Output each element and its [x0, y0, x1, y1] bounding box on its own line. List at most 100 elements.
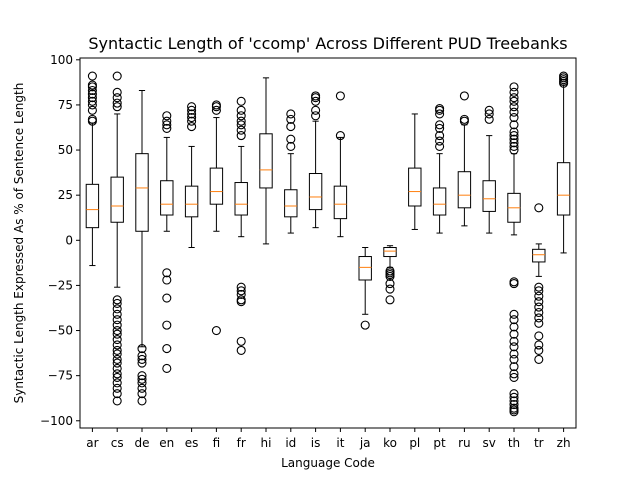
- outlier-point: [162, 363, 172, 373]
- outlier-point: [137, 396, 147, 406]
- x-tick-label: id: [285, 436, 296, 450]
- outlier-point: [187, 109, 197, 119]
- box-id: [284, 109, 298, 234]
- x-tick-label: pl: [409, 436, 420, 450]
- outlier-point: [162, 268, 172, 278]
- outlier-point: [509, 399, 519, 410]
- outlier-point: [509, 329, 519, 339]
- outlier-point: [87, 114, 97, 124]
- outlier-point: [509, 309, 519, 319]
- outlier-point: [534, 282, 544, 292]
- x-tick-label: tr: [534, 436, 544, 450]
- x-tick-label: de: [135, 436, 150, 450]
- outlier-point: [236, 116, 246, 126]
- outlier-point: [534, 307, 544, 318]
- outlier-point: [435, 109, 445, 119]
- outlier-point: [435, 131, 445, 141]
- x-tick-label: pt: [433, 436, 446, 450]
- outlier-point: [236, 96, 246, 106]
- outlier-point: [534, 302, 544, 312]
- outlier-point: [112, 349, 122, 359]
- x-axis-label: Language Code: [281, 456, 375, 470]
- outlier-point: [236, 345, 246, 355]
- y-tick-label: 0: [65, 233, 73, 247]
- outlier-point: [137, 351, 147, 361]
- outlier-point: [435, 103, 445, 114]
- y-tick-label: 100: [50, 53, 73, 67]
- outlier-point: [236, 131, 246, 141]
- outlier-point: [534, 331, 544, 341]
- outlier-point: [236, 120, 246, 130]
- outlier-point: [112, 87, 122, 97]
- outlier-point: [87, 100, 97, 110]
- box-iqr: [482, 180, 496, 212]
- outlier-point: [286, 109, 296, 119]
- y-tick-label: 25: [58, 188, 73, 202]
- outlier-point: [534, 297, 544, 307]
- box-zh: [556, 71, 571, 254]
- box-iqr: [532, 248, 546, 263]
- outlier-point: [87, 93, 97, 103]
- box-cs: [110, 71, 124, 406]
- outlier-point: [534, 354, 544, 364]
- box-iqr: [284, 189, 298, 218]
- box-iqr: [358, 256, 372, 281]
- outlier-point: [137, 378, 147, 388]
- outlier-point: [211, 325, 221, 336]
- box-iqr: [408, 167, 422, 207]
- outlier-point: [112, 340, 122, 350]
- outlier-point: [112, 389, 122, 399]
- box-ja: [358, 247, 372, 330]
- outlier-point: [509, 107, 519, 117]
- x-tick-label: fr: [237, 436, 246, 450]
- outlier-point: [112, 335, 122, 345]
- outlier-point: [534, 313, 544, 323]
- outlier-point: [509, 120, 519, 130]
- outlier-point: [509, 342, 519, 352]
- box-es: [184, 102, 199, 249]
- outlier-point: [459, 114, 469, 124]
- outlier-point: [112, 102, 122, 112]
- outlier-point: [509, 372, 519, 383]
- y-tick-label: 50: [58, 143, 73, 157]
- outlier-point: [509, 369, 519, 379]
- outlier-point: [385, 271, 395, 281]
- box-iqr: [383, 247, 397, 258]
- outlier-point: [286, 122, 296, 132]
- outlier-point: [112, 298, 122, 309]
- box-de: [135, 89, 149, 406]
- outlier-point: [509, 102, 519, 112]
- outlier-point: [509, 113, 519, 123]
- outlier-point: [559, 71, 569, 81]
- x-tick-label: ar: [86, 436, 98, 450]
- outlier-point: [509, 389, 519, 399]
- outlier-point: [311, 111, 321, 121]
- box-iqr: [135, 153, 149, 232]
- outlier-point: [534, 203, 544, 213]
- outlier-point: [137, 374, 147, 384]
- outlier-point: [286, 141, 296, 151]
- y-tick-label: −50: [48, 324, 73, 338]
- outlier-point: [112, 363, 122, 373]
- outlier-point: [162, 275, 172, 285]
- outlier-point: [435, 141, 445, 151]
- outlier-point: [187, 122, 197, 132]
- box-iqr: [160, 180, 174, 216]
- outlier-point: [236, 282, 246, 292]
- outlier-point: [187, 105, 197, 115]
- x-tick-label: it: [336, 436, 344, 450]
- outlier-point: [112, 325, 122, 336]
- outlier-point: [236, 286, 246, 296]
- outlier-point: [311, 105, 321, 115]
- outlier-point: [137, 383, 147, 393]
- x-tick-label: en: [159, 436, 174, 450]
- y-tick-label: −25: [48, 278, 73, 292]
- outlier-point: [162, 123, 172, 133]
- outlier-point: [112, 369, 122, 379]
- x-tick-label: sv: [483, 436, 496, 450]
- box-pt: [432, 103, 447, 234]
- x-tick-label: ja: [359, 436, 371, 450]
- outlier-point: [112, 93, 122, 103]
- box-en: [160, 111, 174, 373]
